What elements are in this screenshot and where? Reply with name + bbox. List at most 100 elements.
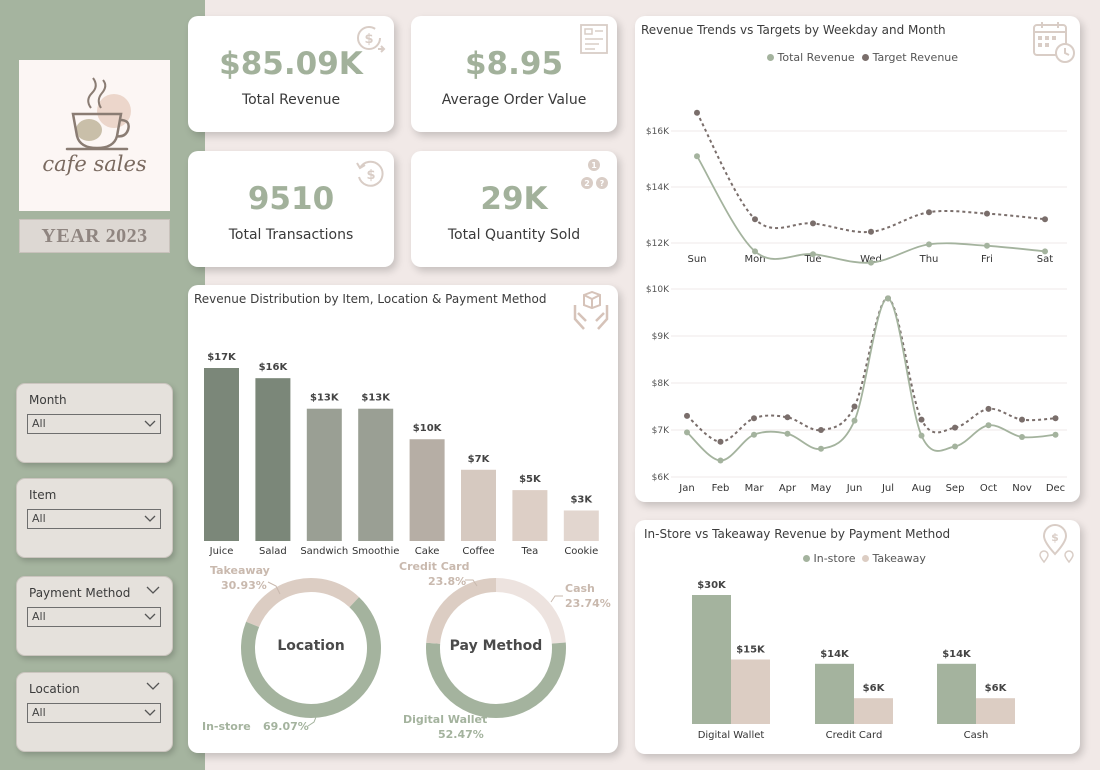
x-tick-label: Mon xyxy=(744,254,765,265)
payment-donut-svg xyxy=(426,578,566,719)
bar-value-label: $14K xyxy=(820,649,850,660)
point-total-revenue xyxy=(717,457,724,464)
bar-in-store-cash xyxy=(937,663,976,724)
bar-category-label: Credit Card xyxy=(826,730,883,741)
bar-category-label: Tea xyxy=(521,546,539,557)
dropdown-value: All xyxy=(32,610,46,623)
line-total-revenue xyxy=(696,155,1046,264)
y-tick-label: $6K xyxy=(652,473,670,483)
bar-takeaway-credit-card xyxy=(854,698,893,724)
quantity-icon: 1 2 ? xyxy=(581,159,608,189)
kpi-value: $85.09K xyxy=(219,46,363,82)
weekday-line-chart: $12K $14K $16K Sun Mon Tue Wed Thu Fri Sat xyxy=(646,109,1067,266)
bar-juice xyxy=(204,368,239,541)
chevron-down-icon[interactable] xyxy=(146,585,160,595)
credit-card-percent: 23.8% xyxy=(428,575,467,588)
cash-label: Cash xyxy=(565,582,595,595)
svg-text:1: 1 xyxy=(591,161,597,170)
point-target-revenue xyxy=(752,216,758,223)
bar-cookie xyxy=(563,510,599,541)
item-dropdown[interactable]: All xyxy=(27,509,161,529)
digital-wallet-leader-line xyxy=(480,709,490,719)
chevron-down-icon xyxy=(144,515,156,522)
takeaway-label: Takeaway xyxy=(210,564,270,577)
point-target-revenue xyxy=(851,403,858,410)
bar-category-label: Sandwich xyxy=(300,546,348,557)
bar-cake xyxy=(409,439,445,541)
x-tick-label: Sep xyxy=(946,483,965,494)
sidebar: cafe sales YEAR 2023 Month All Item All … xyxy=(0,0,205,770)
y-tick-label: $14K xyxy=(646,183,670,193)
chevron-down-icon[interactable] xyxy=(146,681,160,691)
location-donut-svg xyxy=(241,578,381,727)
bar-category-label: Cake xyxy=(415,546,440,557)
slicer-title: Month xyxy=(29,393,67,407)
item-revenue-bar-chart: $17K Juice $16K Salad $13K Sandwich $13K Smooth… xyxy=(204,352,599,557)
receipt-icon xyxy=(580,24,608,54)
instore-percent: 69.07% xyxy=(263,720,309,733)
x-tick-label: Sun xyxy=(687,254,706,265)
card-title: In-Store vs Takeaway Revenue by Payment … xyxy=(644,527,951,541)
point-target-revenue xyxy=(717,438,724,445)
credit-card-leader-line xyxy=(465,579,478,587)
location-donut-chart: Location Takeaway 30.93% In-store 69.07% xyxy=(202,560,406,750)
month-dropdown[interactable]: All xyxy=(27,414,161,434)
year-label: YEAR 2023 xyxy=(19,219,170,253)
month-slicer[interactable]: Month All xyxy=(16,383,173,463)
point-total-revenue xyxy=(1042,248,1048,255)
x-tick-label: Mar xyxy=(745,483,765,494)
cash-leader-line xyxy=(550,595,563,603)
point-target-revenue xyxy=(818,427,824,433)
kpi-value: 29K xyxy=(480,181,548,217)
point-target-revenue xyxy=(926,209,932,216)
slicer-title: Item xyxy=(29,488,57,502)
point-target-revenue xyxy=(868,228,874,235)
kpi-value: 9510 xyxy=(247,181,335,217)
bar-category-label: Coffee xyxy=(462,546,494,557)
bar-value-label: $15K xyxy=(736,645,766,656)
kpi-total-quantity-sold: 1 2 ? 29K Total Quantity Sold xyxy=(411,151,617,267)
line-total-revenue xyxy=(686,297,1056,462)
bar-smoothie xyxy=(358,408,394,541)
payment-method-dropdown[interactable]: All xyxy=(27,607,161,627)
chevron-down-icon xyxy=(144,613,156,620)
legend-instore: In-store xyxy=(813,552,856,565)
credit-card-label: Credit Card xyxy=(399,560,470,573)
bar-value-label: $17K xyxy=(207,352,237,363)
bar-value-label: $6K xyxy=(863,683,886,694)
y-tick-label: $10K xyxy=(646,285,670,295)
point-target-revenue xyxy=(784,414,791,421)
point-total-revenue xyxy=(818,445,824,452)
point-target-revenue xyxy=(684,412,690,419)
x-tick-label: Jan xyxy=(678,483,694,494)
point-total-revenue xyxy=(918,432,925,439)
x-tick-label: May xyxy=(811,483,832,494)
y-tick-label: $7K xyxy=(652,426,670,436)
takeaway-percent: 30.93% xyxy=(221,579,267,592)
bar-value-label: $10K xyxy=(413,423,443,434)
point-total-revenue xyxy=(810,251,816,258)
point-target-revenue xyxy=(985,405,992,412)
point-total-revenue xyxy=(694,153,700,160)
bar-category-label: Digital Wallet xyxy=(698,730,765,741)
payment-method-slicer[interactable]: Payment Method All xyxy=(16,576,173,656)
x-tick-label: Jul xyxy=(881,483,894,494)
svg-text:$: $ xyxy=(1051,531,1059,544)
point-target-revenue xyxy=(1042,216,1048,223)
svg-text:$: $ xyxy=(364,32,373,47)
legend-dot-target xyxy=(862,54,870,61)
bar-value-label: $13K xyxy=(361,393,391,404)
bar-value-label: $7K xyxy=(468,454,491,465)
dropdown-value: All xyxy=(32,512,46,525)
kpi-label: Total Transactions xyxy=(228,227,354,243)
dropdown-value: All xyxy=(32,706,46,719)
item-slicer[interactable]: Item All xyxy=(16,478,173,558)
bar-category-label: Juice xyxy=(209,546,234,557)
location-slicer[interactable]: Location All xyxy=(16,672,173,752)
point-total-revenue xyxy=(1052,431,1059,438)
kpi-total-revenue: $ $85.09K Total Revenue xyxy=(188,16,394,132)
location-dropdown[interactable]: All xyxy=(27,703,161,723)
svg-text:$: $ xyxy=(366,168,375,183)
line-target-revenue xyxy=(686,297,1056,443)
kpi-label: Total Revenue xyxy=(241,92,341,108)
